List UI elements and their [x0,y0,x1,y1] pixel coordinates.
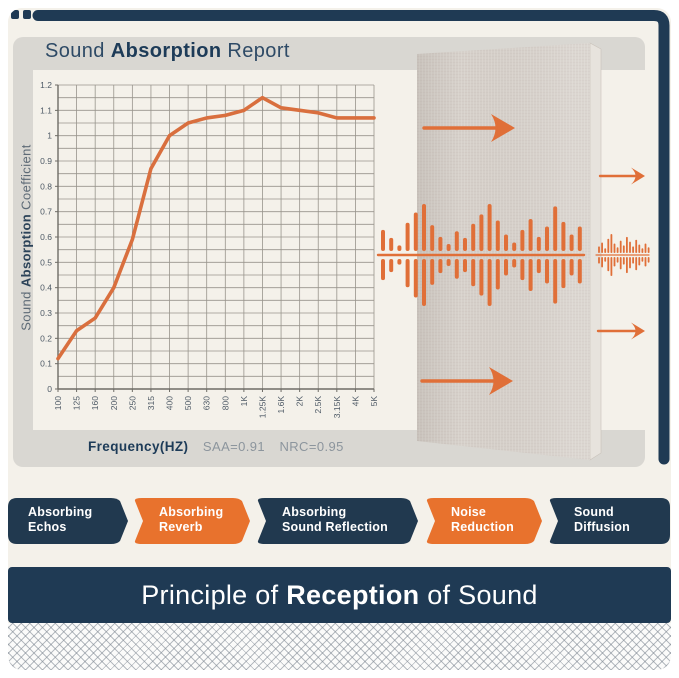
x-axis-title: Frequency(HZ) [88,439,189,454]
svg-text:0.9: 0.9 [40,156,52,166]
svg-text:1: 1 [47,131,52,141]
mesh-texture [8,623,671,670]
arrow-right-icon [422,114,515,142]
soundwave-small-icon [595,234,650,276]
svg-text:1.2: 1.2 [40,80,52,90]
svg-text:630: 630 [202,396,212,410]
arrow-right-icon [596,322,645,340]
banner-label: Reduction [451,520,514,534]
svg-text:3.15K: 3.15K [332,396,342,419]
banner-sound-diffusion: Sound Diffusion [548,498,670,544]
title-bold: Absorption [110,40,222,62]
panel-illustration [376,42,650,461]
title-post: Report [221,40,290,62]
svg-text:2.5K: 2.5K [313,396,323,414]
bottom-title: Principle of Reception of Sound [141,580,537,611]
svg-text:500: 500 [183,396,193,410]
svg-text:125: 125 [72,396,82,410]
frame-dash-icon [23,10,31,19]
banner-label: Diffusion [574,520,630,534]
banner-label: Echos [28,520,67,534]
svg-text:0.1: 0.1 [40,359,52,369]
banner-label: Noise [451,505,487,519]
soundwave-icon [376,204,586,306]
svg-text:1.25K: 1.25K [257,396,267,419]
frame-dash-icon [11,10,19,19]
bottom-title-pre: Principle of [141,579,287,610]
nrc-value: NRC=0.95 [279,439,344,454]
svg-text:1.6K: 1.6K [276,396,286,414]
banner-label: Sound [574,505,614,519]
svg-text:0.2: 0.2 [40,333,52,343]
banner-absorbing-echos: Absorbing Echos [8,498,128,544]
banner-absorbing-sound-reflection: Absorbing Sound Reflection [256,498,418,544]
acoustic-panel-image [417,42,602,461]
svg-text:160: 160 [90,396,100,410]
bottom-title-bold: Reception [286,579,420,610]
page-title: Sound Absorption Report [45,40,290,63]
svg-text:200: 200 [109,396,119,410]
title-pre: Sound [45,40,111,62]
svg-text:0.4: 0.4 [40,283,52,293]
svg-text:4K: 4K [350,396,360,407]
svg-text:800: 800 [220,396,230,410]
svg-text:250: 250 [127,396,137,410]
svg-text:2K: 2K [295,396,305,407]
banner-label: Absorbing [159,505,224,519]
banner-absorbing-reverb: Absorbing Reverb [133,498,250,544]
svg-text:400: 400 [165,396,175,410]
svg-text:0: 0 [47,384,52,394]
svg-text:0.3: 0.3 [40,308,52,318]
svg-text:0.5: 0.5 [40,257,52,267]
infographic-canvas: Sound Absorption Report Sound Absorption… [8,8,671,670]
chart-caption: Frequency(HZ) SAA=0.91 NRC=0.95 [88,438,344,456]
svg-text:0.8: 0.8 [40,181,52,191]
banner-label: Sound Reflection [282,520,388,534]
svg-text:1.1: 1.1 [40,105,52,115]
svg-text:0.7: 0.7 [40,207,52,217]
arrow-right-icon [598,167,645,185]
svg-text:315: 315 [146,396,156,410]
bottom-title-post: of Sound [419,579,538,610]
banner-label: Absorbing [282,505,347,519]
saa-value: SAA=0.91 [202,439,266,454]
svg-text:0.6: 0.6 [40,232,52,242]
frame-border [32,10,670,465]
banner-label: Absorbing [28,505,93,519]
banner-label: Reverb [159,520,203,534]
arrow-right-icon [420,367,513,395]
svg-text:100: 100 [53,396,63,410]
svg-text:1K: 1K [239,396,249,407]
bottom-title-banner: Principle of Reception of Sound [8,567,671,623]
svg-text:5K: 5K [369,396,379,407]
banner-noise-reduction: Noise Reduction [425,498,542,544]
